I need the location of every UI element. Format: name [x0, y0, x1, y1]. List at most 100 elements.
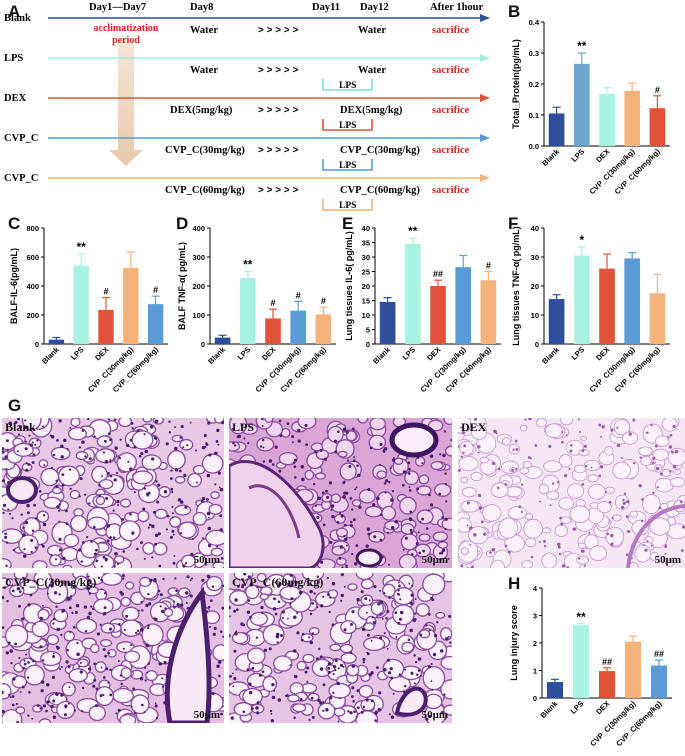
lps-label: LPS	[339, 81, 356, 91]
nucleus	[113, 478, 117, 482]
histology-cvp60: CVP_C(60mg/kg) 50μm	[229, 573, 452, 723]
nucleus	[79, 670, 83, 674]
nucleus	[115, 712, 118, 715]
y-axis-label: Lung injury score	[509, 605, 519, 681]
alveolus	[416, 485, 432, 496]
bar	[572, 625, 590, 698]
nucleus	[480, 520, 484, 524]
nucleus	[343, 628, 347, 632]
nucleus	[39, 707, 42, 710]
group-label: CVP_C	[4, 173, 38, 184]
nucleus	[674, 449, 679, 454]
sacrifice-label: sacrifice	[432, 105, 470, 116]
alveolus	[519, 424, 528, 432]
nucleus	[61, 610, 64, 613]
alveolus	[2, 577, 11, 589]
y-tick-label: 10	[531, 311, 539, 320]
nucleus	[202, 537, 205, 540]
nucleus	[102, 613, 105, 616]
alveolus	[358, 488, 376, 504]
bar	[48, 339, 65, 344]
nucleus	[443, 693, 446, 696]
nucleus	[58, 419, 62, 423]
alveolus	[32, 560, 48, 568]
significance-mark: ##	[433, 269, 443, 279]
alveolus	[120, 498, 132, 508]
nucleus	[563, 474, 568, 478]
nucleus	[68, 606, 72, 610]
nucleus	[146, 492, 150, 496]
nucleus	[578, 430, 582, 434]
nucleus	[75, 603, 80, 608]
x-tick-label: CVP_C(60mg/kg)	[613, 345, 662, 394]
nucleus	[287, 617, 289, 620]
bar	[599, 268, 615, 344]
alveolus	[672, 469, 682, 475]
nucleus	[328, 610, 331, 614]
nucleus	[171, 505, 174, 509]
alveolus	[242, 687, 263, 706]
nucleus	[318, 647, 321, 651]
nucleus	[163, 490, 168, 494]
alveolus	[558, 497, 575, 510]
alveolus	[401, 641, 415, 653]
nucleus	[289, 584, 293, 588]
nucleus	[127, 460, 130, 463]
nucleus	[229, 674, 232, 678]
nucleus	[242, 710, 246, 714]
significance-mark: ##	[602, 657, 612, 667]
alveolus	[15, 706, 26, 715]
histology-lps-image	[229, 418, 452, 568]
nucleus	[234, 598, 238, 602]
nucleus	[3, 586, 7, 590]
nucleus	[600, 435, 603, 438]
nucleus	[442, 453, 446, 458]
nucleus	[308, 718, 311, 721]
nucleus	[316, 515, 320, 520]
nucleus	[379, 538, 383, 542]
nucleus	[365, 698, 369, 702]
nucleus	[34, 517, 38, 520]
nucleus	[379, 600, 383, 604]
nucleus	[388, 596, 391, 599]
alveolus	[458, 517, 472, 533]
nucleus	[407, 638, 411, 642]
nucleus	[39, 616, 44, 621]
nucleus	[304, 670, 308, 674]
alveolus	[587, 474, 599, 483]
nucleus	[69, 426, 72, 429]
nucleus	[43, 464, 46, 466]
nucleus	[671, 450, 674, 454]
nucleus	[529, 457, 532, 460]
nucleus	[352, 459, 356, 463]
nucleus	[232, 685, 235, 688]
nucleus	[515, 448, 519, 451]
alveolus	[174, 504, 192, 516]
alveolus	[501, 437, 512, 446]
nucleus	[56, 505, 60, 509]
alveolus	[145, 670, 158, 682]
nucleus	[277, 698, 282, 702]
nucleus	[261, 670, 265, 674]
nucleus	[559, 516, 563, 520]
nucleus	[17, 418, 20, 421]
nucleus	[133, 491, 136, 494]
nucleus	[151, 457, 155, 461]
nucleus	[391, 490, 395, 493]
x-tick-label: DEX	[425, 345, 442, 362]
nucleus	[378, 691, 382, 695]
nucleus	[100, 578, 104, 582]
nucleus	[345, 564, 348, 568]
nucleus	[61, 483, 65, 487]
nucleus	[69, 631, 72, 634]
alveolus	[644, 536, 654, 544]
nucleus	[255, 706, 259, 710]
nucleus	[12, 677, 16, 681]
arrows-label: > > > > >	[258, 145, 298, 156]
alveolus	[470, 425, 488, 440]
nucleus	[343, 491, 347, 495]
nucleus	[397, 581, 400, 584]
chart-d: BALF TNF-α( pg/mL) 0 100 200 300 400 Blank ** LP…	[177, 224, 336, 394]
nucleus	[377, 707, 381, 712]
alveolus	[422, 666, 446, 691]
